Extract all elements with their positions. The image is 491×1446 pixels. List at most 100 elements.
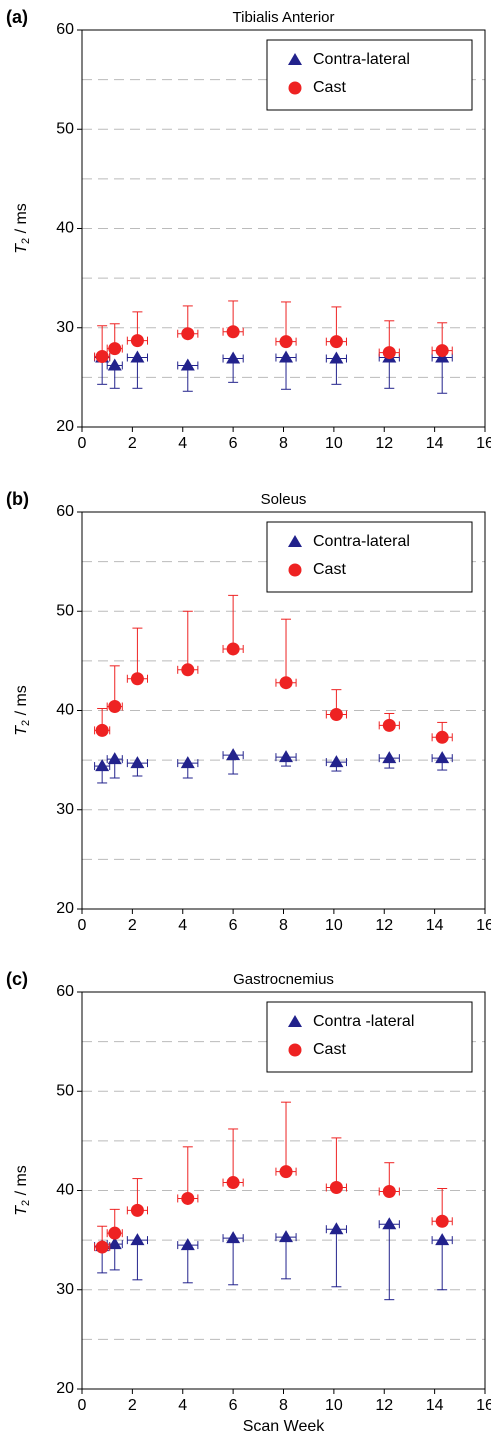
triangle-marker xyxy=(435,751,450,764)
x-tick-label: 6 xyxy=(229,1397,238,1414)
y-tick-label: 30 xyxy=(56,319,74,336)
circle-marker xyxy=(95,350,109,364)
chart-title: Gastrocnemius xyxy=(233,971,334,988)
x-tick-label: 0 xyxy=(78,917,87,934)
triangle-marker xyxy=(130,1233,145,1246)
circle-marker xyxy=(279,335,293,349)
x-tick-label: 4 xyxy=(178,1397,187,1414)
triangle-marker xyxy=(435,1233,450,1246)
triangle-marker xyxy=(226,1231,241,1244)
legend-label: Contra -lateral xyxy=(313,1013,414,1030)
y-label-symbol: T xyxy=(13,243,30,254)
x-tick-label: 6 xyxy=(229,917,238,934)
triangle-marker xyxy=(107,1237,122,1250)
legend-label: Contra-lateral xyxy=(313,533,410,550)
triangle-marker xyxy=(107,358,122,371)
y-tick-label: 20 xyxy=(56,418,74,435)
triangle-marker xyxy=(329,351,344,364)
x-tick-label: 14 xyxy=(426,1397,444,1414)
circle-marker xyxy=(382,718,396,732)
circle-marker xyxy=(382,346,396,360)
circle-marker xyxy=(181,327,195,341)
y-tick-label: 20 xyxy=(56,1380,74,1397)
triangle-marker xyxy=(329,755,344,768)
x-tick-label: 8 xyxy=(279,1397,288,1414)
y-axis-label: T2 / ms xyxy=(13,203,32,254)
triangle-marker xyxy=(288,535,302,547)
triangle-marker xyxy=(288,1015,302,1027)
x-tick-label: 12 xyxy=(375,1397,393,1414)
x-tick-label: 16 xyxy=(476,1397,491,1414)
triangle-marker xyxy=(329,1222,344,1235)
x-tick-label: 0 xyxy=(78,435,87,452)
x-tick-label: 14 xyxy=(426,435,444,452)
circle-marker xyxy=(108,700,122,714)
circle-marker xyxy=(108,342,122,356)
y-tick-label: 40 xyxy=(56,220,74,237)
y-tick-label: 30 xyxy=(56,1281,74,1298)
triangle-marker xyxy=(226,748,241,761)
y-label-unit: / ms xyxy=(13,685,30,720)
legend-box xyxy=(266,521,473,593)
y-tick-label: 60 xyxy=(56,983,74,1000)
triangle-marker xyxy=(130,756,145,769)
x-axis-label: Scan Week xyxy=(243,1418,326,1435)
chart-title: Tibialis Anterior xyxy=(233,9,335,26)
y-axis-label: T2 / ms xyxy=(13,1165,32,1216)
legend-box xyxy=(266,1001,473,1073)
x-tick-label: 16 xyxy=(476,435,491,452)
y-label-symbol: T xyxy=(13,725,30,736)
legend-label: Contra-lateral xyxy=(313,51,410,68)
y-tick-label: 60 xyxy=(56,503,74,520)
triangle-marker xyxy=(279,350,294,363)
triangle-marker xyxy=(107,752,122,765)
circle-marker xyxy=(130,672,144,686)
circle-marker xyxy=(226,1176,240,1190)
legend-label: Cast xyxy=(313,79,346,96)
y-axis-label: T2 / ms xyxy=(13,685,32,736)
y-tick-label: 50 xyxy=(56,602,74,619)
circle-marker xyxy=(288,563,302,577)
circle-marker xyxy=(288,1043,302,1057)
y-tick-label: 50 xyxy=(56,1082,74,1099)
circle-marker xyxy=(382,1184,396,1198)
y-tick-label: 50 xyxy=(56,120,74,137)
circle-marker xyxy=(130,1203,144,1217)
circle-marker xyxy=(226,642,240,656)
x-tick-label: 8 xyxy=(279,435,288,452)
chart-title: Soleus xyxy=(261,491,307,508)
x-tick-label: 16 xyxy=(476,917,491,934)
x-tick-label: 4 xyxy=(178,917,187,934)
y-label-symbol: T xyxy=(13,1205,30,1216)
triangle-marker xyxy=(382,1217,397,1230)
x-tick-label: 0 xyxy=(78,1397,87,1414)
x-tick-label: 8 xyxy=(279,917,288,934)
triangle-marker xyxy=(180,358,195,371)
x-tick-label: 10 xyxy=(325,917,343,934)
y-tick-label: 40 xyxy=(56,702,74,719)
y-label-unit: / ms xyxy=(13,203,30,238)
circle-marker xyxy=(435,730,449,744)
circle-marker xyxy=(226,325,240,339)
triangle-marker xyxy=(130,350,145,363)
y-label-unit: / ms xyxy=(13,1165,30,1200)
y-label-subscript: 2 xyxy=(20,238,32,244)
x-tick-label: 6 xyxy=(229,435,238,452)
y-label-subscript: 2 xyxy=(20,720,32,726)
circle-marker xyxy=(329,707,343,721)
circle-marker xyxy=(288,81,302,95)
x-tick-label: 2 xyxy=(128,435,137,452)
x-tick-label: 10 xyxy=(325,435,343,452)
y-label-subscript: 2 xyxy=(20,1200,32,1206)
triangle-marker xyxy=(279,750,294,763)
triangle-marker xyxy=(279,1230,294,1243)
legend-box xyxy=(266,39,473,111)
x-tick-label: 2 xyxy=(128,917,137,934)
x-tick-label: 14 xyxy=(426,917,444,934)
circle-marker xyxy=(435,1214,449,1228)
circle-marker xyxy=(130,334,144,348)
circle-marker xyxy=(279,676,293,690)
panel-label: (a) xyxy=(6,7,28,27)
